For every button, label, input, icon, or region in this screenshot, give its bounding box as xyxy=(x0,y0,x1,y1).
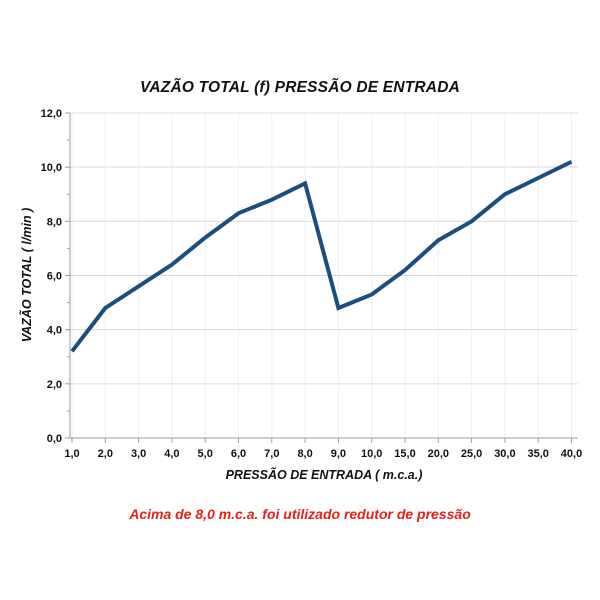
x-axis-title: PRESSÃO DE ENTRADA ( m.c.a.) xyxy=(225,468,423,482)
x-tick-label: 5,0 xyxy=(198,448,213,460)
y-tick-label: 2,0 xyxy=(47,379,62,391)
y-tick-label: 6,0 xyxy=(47,271,62,283)
y-tick-label: 0,0 xyxy=(47,433,62,445)
y-tick-label: 8,0 xyxy=(47,216,62,228)
x-tick-label: 20,0 xyxy=(428,448,449,460)
x-tick-label: 35,0 xyxy=(527,448,548,460)
data-line-series xyxy=(70,159,573,353)
chart-note: Acima de 8,0 m.c.a. foi utilizado reduto… xyxy=(129,506,471,522)
x-tick-label: 15,0 xyxy=(394,448,415,460)
chart-title: VAZÃO TOTAL (f) PRESSÃO DE ENTRADA xyxy=(140,79,460,96)
x-tick-label: 8,0 xyxy=(297,448,312,460)
x-tick-label: 2,0 xyxy=(98,448,113,460)
y-tick-label: 10,0 xyxy=(41,162,62,174)
x-tick-label: 7,0 xyxy=(264,448,279,460)
x-tick-label: 3,0 xyxy=(131,448,146,460)
x-tick-label: 1,0 xyxy=(64,448,79,460)
x-tick-label: 9,0 xyxy=(331,448,346,460)
y-tick-label: 4,0 xyxy=(47,325,62,337)
x-tick-label: 40,0 xyxy=(561,448,582,460)
x-tick-label: 6,0 xyxy=(231,448,246,460)
x-tick-label: 10,0 xyxy=(361,448,382,460)
x-tick-label: 4,0 xyxy=(164,448,179,460)
x-tick-label: 30,0 xyxy=(494,448,515,460)
y-tick-label: 12,0 xyxy=(41,108,62,120)
x-tick-label: 25,0 xyxy=(461,448,482,460)
